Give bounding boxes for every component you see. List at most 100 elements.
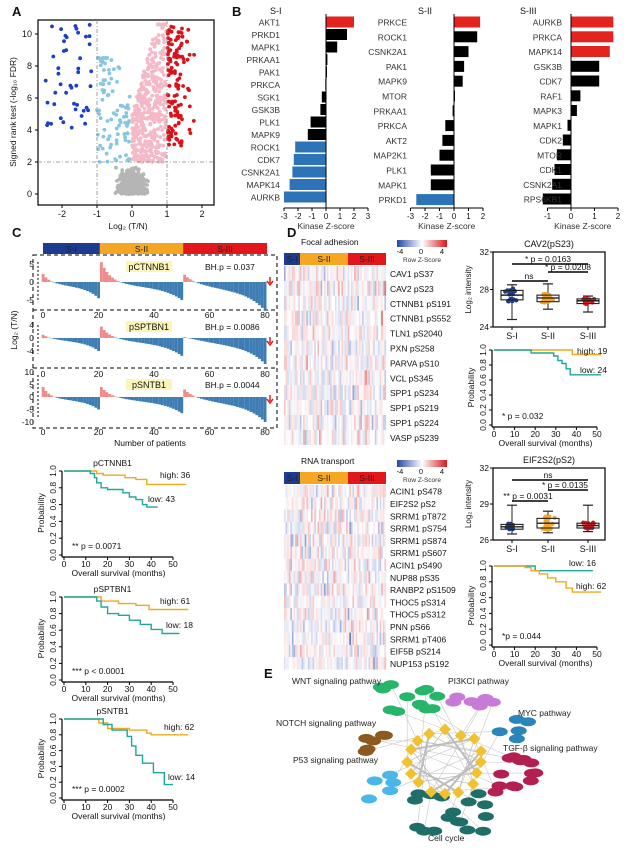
heatmap-cell [368, 657, 371, 670]
scatter-point [137, 139, 142, 144]
heatmap-cell [311, 521, 313, 535]
heatmap-cell [350, 485, 353, 498]
heatmap-cell [307, 521, 310, 535]
heatmap-cell [309, 266, 312, 281]
heatmap-cell [298, 509, 301, 522]
heatmap-cell [374, 546, 377, 559]
scatter-point [144, 134, 148, 139]
waterfall-bar [219, 338, 223, 345]
heatmap-cell [296, 558, 299, 572]
network-node [382, 786, 399, 796]
heatmap-cell [311, 534, 313, 547]
heatmap-cell [349, 370, 352, 386]
heatmap-cell [322, 280, 324, 296]
heatmap-cell [384, 295, 387, 311]
hub-node [423, 727, 436, 740]
waterfall-bar [47, 393, 51, 397]
scatter-point [170, 99, 175, 104]
heatmap-cell [315, 310, 318, 326]
y-tick-label: 32 [480, 463, 490, 473]
heatmap-cell [331, 632, 334, 645]
waterfall-bar [161, 282, 164, 291]
heatmap-cell [298, 415, 301, 430]
heatmap-cell [379, 608, 382, 621]
bh-p-value: BH.p = 0.037 [205, 262, 255, 272]
scatter-point [145, 145, 149, 150]
kinase-label: MAPK3 [533, 106, 562, 116]
waterfall-bar [47, 337, 51, 338]
heatmap-cell [293, 595, 296, 609]
heatmap-cell [368, 608, 371, 621]
heatmap-cell [338, 558, 340, 572]
panel-label-a: A [12, 4, 22, 19]
scatter-point [168, 57, 173, 61]
kinase-label: AKT1 [259, 18, 281, 28]
colorbar-tick-label: -4 [397, 247, 404, 256]
heatmap-cell [360, 558, 363, 572]
heatmap-title: RNA transport [301, 456, 355, 466]
heatmap-cell [339, 310, 342, 326]
scatter-point [107, 68, 111, 72]
heatmap-cell [299, 266, 302, 281]
heatmap-cell [331, 485, 334, 498]
heatmap-cell [298, 370, 301, 386]
heatmap-cell [333, 521, 336, 535]
heatmap-cell [298, 571, 301, 584]
heatmap-cell [354, 583, 356, 596]
heatmap-cell [374, 571, 377, 584]
scatter-point [78, 56, 82, 61]
scatter-point [148, 97, 153, 102]
kinase-label: AURKB [533, 18, 563, 28]
x-axis-label: Overall survival (months) [499, 438, 593, 448]
heatmap-cell [352, 355, 355, 371]
heatmap-cell [328, 415, 331, 430]
y-tick-label: 0.4 [48, 641, 58, 653]
heatmap-cell [384, 429, 387, 445]
scatter-point [139, 123, 144, 128]
heatmap-cell [299, 620, 302, 633]
heatmap-cell [320, 325, 323, 341]
waterfall-bar [205, 282, 209, 286]
scatter-point [147, 103, 152, 107]
scatter-point [144, 152, 149, 157]
heatmap-cell [295, 325, 297, 341]
heatmap-cell [291, 325, 294, 341]
scatter-point [173, 106, 178, 111]
heatmap-cell [342, 521, 345, 535]
heatmap-cell [296, 370, 299, 386]
heatmap-cell [323, 497, 326, 510]
volcano-plot-frame [37, 19, 215, 206]
scatter-point [177, 54, 182, 59]
kinase-bar [571, 90, 581, 102]
heatmap-cell [346, 644, 348, 658]
heatmap-cell [291, 340, 294, 356]
scatter-point [87, 23, 92, 27]
heatmap-cell [379, 266, 382, 281]
heatmap-cell [354, 497, 356, 510]
heatmap-cell [366, 310, 369, 326]
heatmap-cell [331, 385, 334, 401]
waterfall-bar [158, 397, 162, 405]
heatmap-cell [293, 558, 296, 572]
heatmap-cell [373, 558, 375, 572]
heatmap-cell [376, 400, 379, 416]
heatmap-cell [370, 657, 372, 670]
heatmap-cell [354, 521, 356, 535]
heatmap-cell [374, 385, 377, 401]
heatmap-cell [338, 340, 340, 356]
heatmap-cell [303, 595, 305, 609]
heatmap-cell [365, 355, 367, 371]
heatmap-row-label: CAV1 pS37 [390, 269, 434, 279]
heatmap-cell [350, 400, 353, 416]
heatmap-cell [299, 400, 302, 416]
heatmap-cell [293, 608, 296, 621]
x-axis-label: Overall survival (months) [72, 693, 166, 703]
heatmap-cell [338, 608, 340, 621]
heatmap-cell [352, 608, 355, 621]
heatmap-cell [331, 310, 334, 326]
scatter-point [159, 22, 164, 27]
heatmap-cell [330, 310, 332, 326]
heatmap-cell [315, 415, 318, 430]
heatmap-cell [331, 595, 334, 609]
heatmap-cell [347, 310, 350, 326]
